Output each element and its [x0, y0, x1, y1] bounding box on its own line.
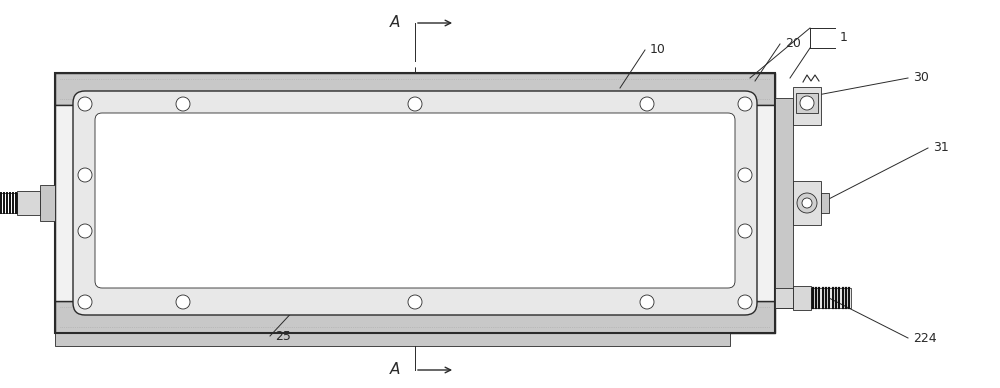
Bar — [17, 191, 40, 215]
Bar — [793, 181, 821, 225]
Circle shape — [78, 295, 92, 309]
Circle shape — [738, 168, 752, 182]
Text: 31: 31 — [933, 142, 949, 154]
FancyBboxPatch shape — [95, 113, 735, 288]
Bar — [793, 286, 811, 310]
Bar — [811, 288, 851, 308]
FancyBboxPatch shape — [73, 91, 757, 315]
Text: A: A — [390, 362, 400, 378]
Circle shape — [176, 97, 190, 111]
Bar — [55, 105, 775, 301]
Circle shape — [738, 224, 752, 238]
Circle shape — [408, 97, 422, 111]
Text: 224: 224 — [913, 331, 937, 345]
Circle shape — [640, 295, 654, 309]
Bar — [796, 93, 818, 113]
Bar — [55, 333, 730, 346]
Bar — [775, 288, 793, 308]
Bar — [55, 73, 775, 333]
Circle shape — [78, 168, 92, 182]
Circle shape — [408, 295, 422, 309]
Text: 30: 30 — [913, 71, 929, 85]
Bar — [40, 185, 55, 221]
Circle shape — [800, 96, 814, 110]
Circle shape — [640, 97, 654, 111]
Text: A: A — [390, 16, 400, 31]
Text: 25: 25 — [275, 329, 291, 343]
Bar — [793, 87, 821, 125]
Bar — [55, 301, 775, 333]
Circle shape — [176, 295, 190, 309]
Circle shape — [802, 198, 812, 208]
Circle shape — [738, 295, 752, 309]
Text: 1: 1 — [840, 31, 848, 45]
Text: 10: 10 — [650, 43, 666, 57]
Circle shape — [738, 97, 752, 111]
Bar — [775, 98, 793, 308]
Circle shape — [797, 193, 817, 213]
Circle shape — [78, 97, 92, 111]
Text: 20: 20 — [785, 38, 801, 50]
Bar — [821, 193, 829, 213]
Bar — [55, 73, 775, 105]
Circle shape — [78, 224, 92, 238]
Bar — [0, 193, 17, 213]
